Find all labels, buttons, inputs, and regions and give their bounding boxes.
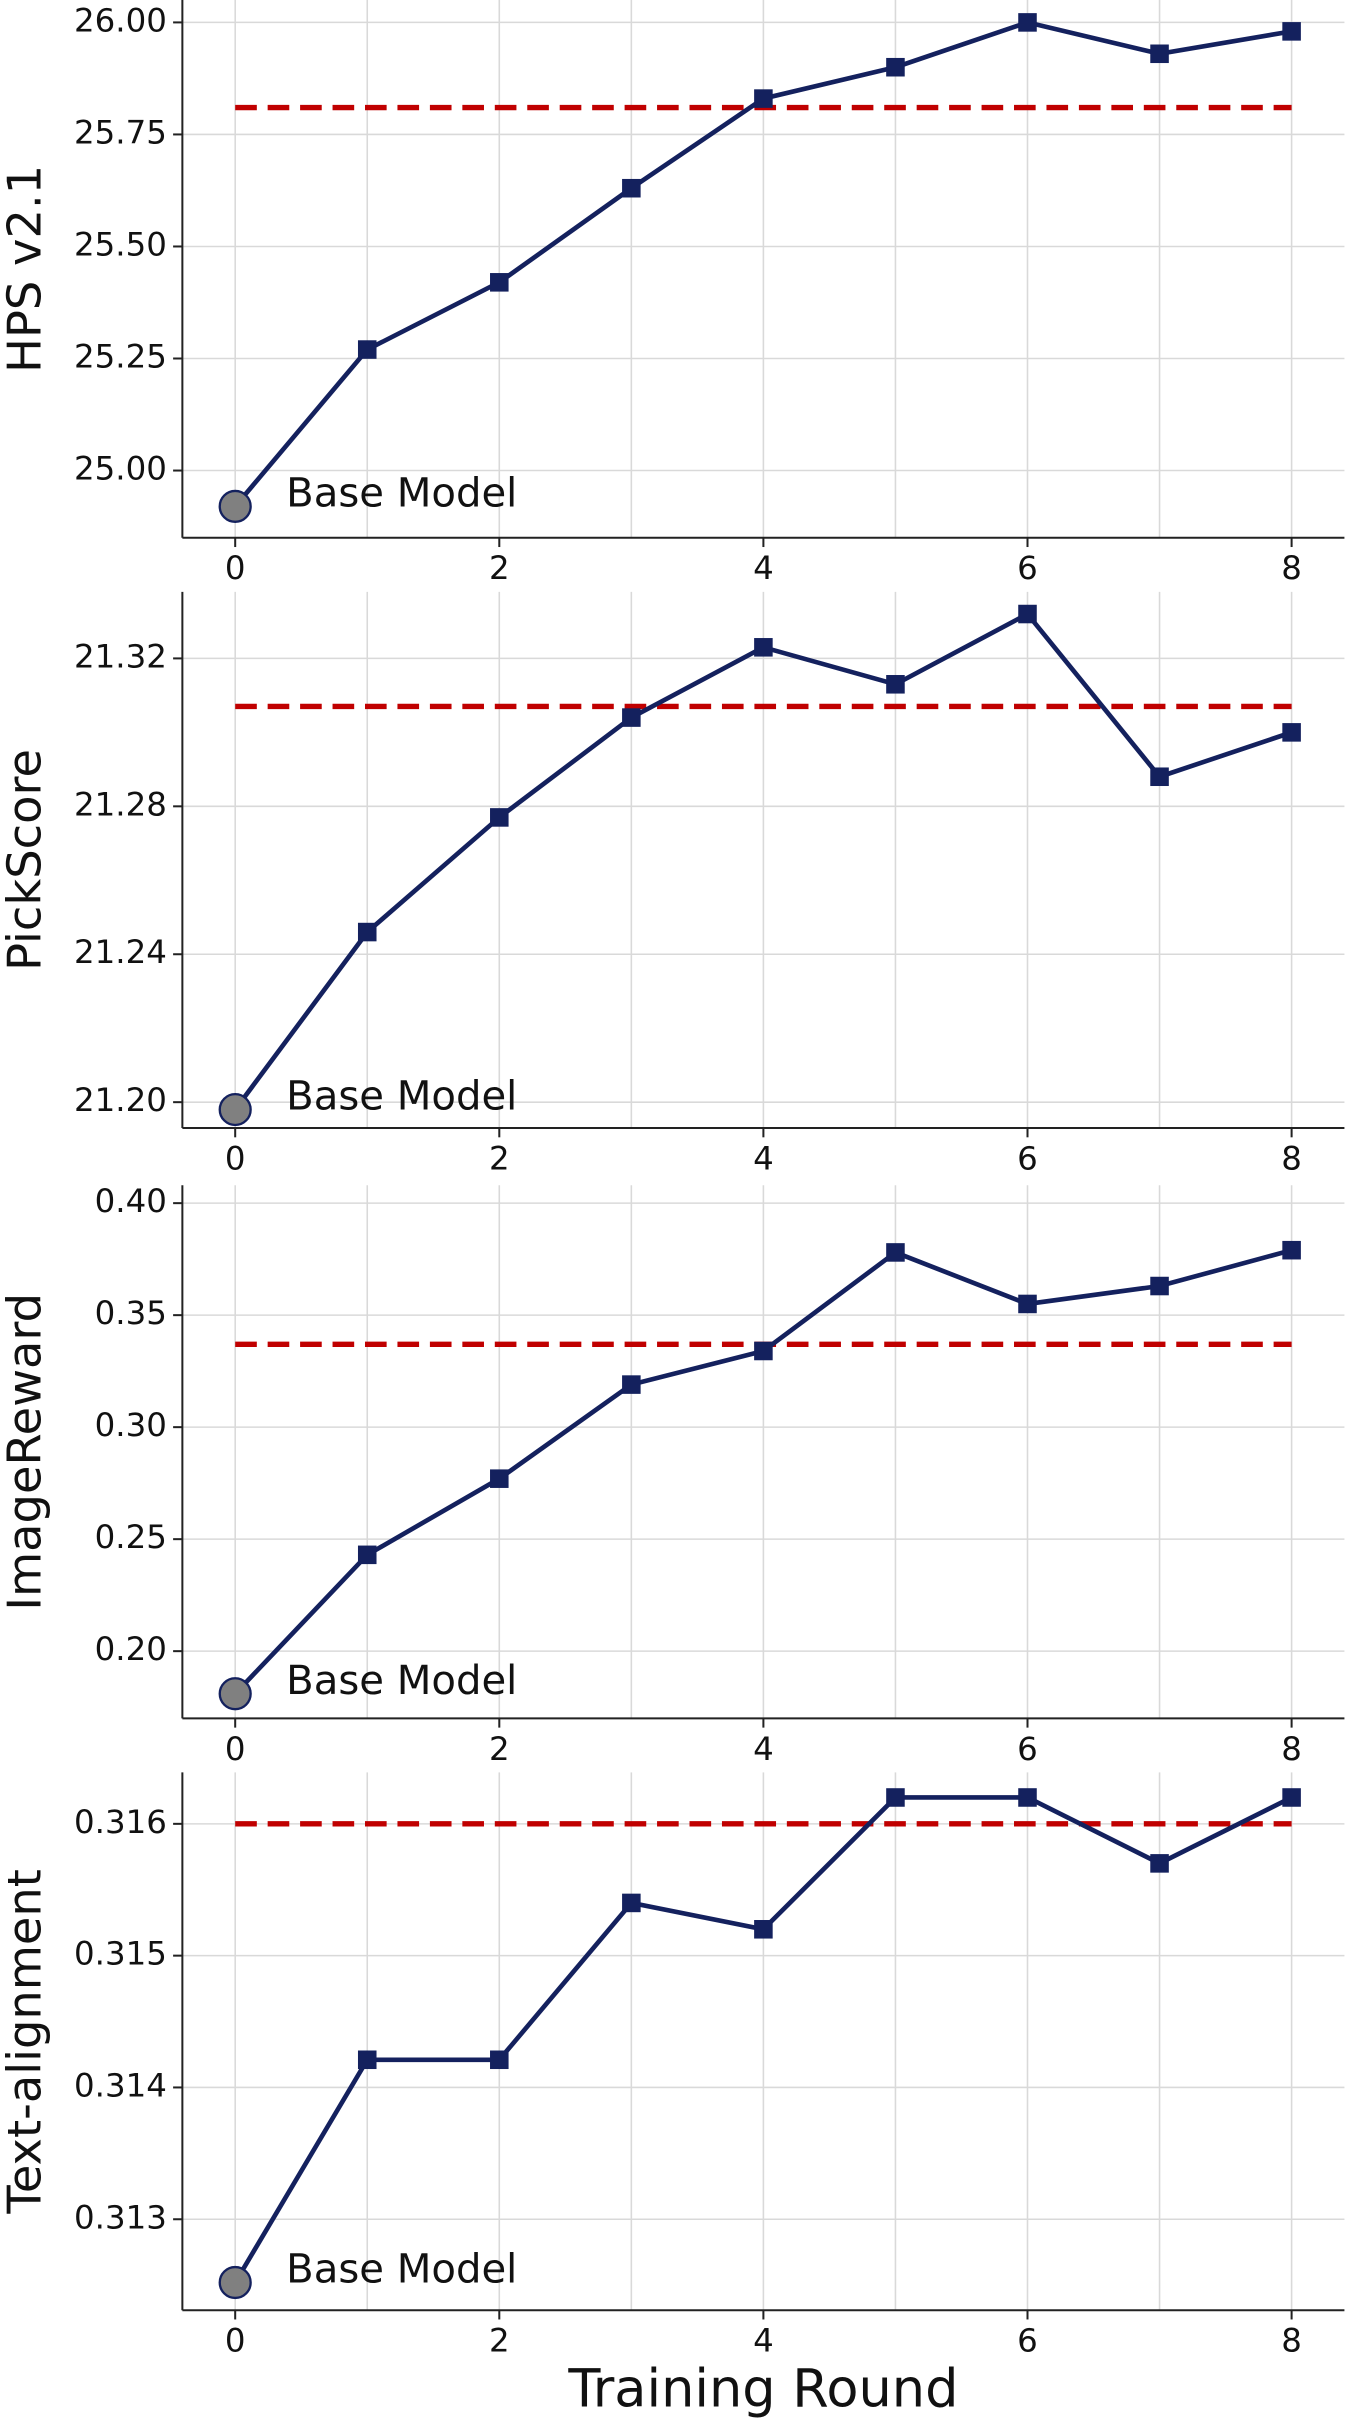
y-tick-label: 0.40 xyxy=(95,1182,167,1220)
x-tick-label: 2 xyxy=(489,549,510,587)
y-tick-label: 0.30 xyxy=(95,1406,167,1444)
annotation: Base Model xyxy=(286,471,517,517)
x-tick-label: 2 xyxy=(489,1140,510,1178)
y-tick-label: 25.25 xyxy=(74,338,167,376)
marker xyxy=(1150,767,1169,787)
marker xyxy=(490,808,509,827)
marker xyxy=(1282,1788,1301,1807)
panel: 0.20 0.25 0.30 0.35 0.40 0 2 4 6 8 ImageReward Base… xyxy=(0,1182,1345,1768)
x-tick-label: 0 xyxy=(225,2322,246,2360)
y-axis-label: PickScore xyxy=(0,749,51,971)
marker xyxy=(1150,44,1169,64)
marker xyxy=(754,1920,773,1939)
x-tick-label: 6 xyxy=(1017,549,1038,587)
x-tick-label: 8 xyxy=(1281,1730,1302,1768)
marker xyxy=(490,2050,509,2070)
y-tick-label: 0.313 xyxy=(74,2198,167,2236)
x-tick-label: 0 xyxy=(225,1730,246,1768)
annotation: Base Model xyxy=(286,1074,517,1120)
y-tick-label: 0.20 xyxy=(95,1630,167,1668)
base-marker xyxy=(218,2265,252,2300)
marker xyxy=(754,1341,773,1361)
marker xyxy=(357,1545,377,1565)
y-tick-label: 0.25 xyxy=(95,1518,167,1556)
x-axis-label: Training Round xyxy=(567,2359,958,2420)
annotation: Base Model xyxy=(286,1658,517,1704)
x-tick-label: 6 xyxy=(1017,1730,1038,1768)
panel: 25.00 25.25 25.50 25.75 26.00 0 2 4 6 8 HPS v2.1 Ba… xyxy=(0,0,1345,587)
marker xyxy=(1150,1276,1169,1296)
base-marker xyxy=(218,489,252,524)
panel: 21.20 21.24 21.28 21.32 0 2 4 6 8 PickScore Base M… xyxy=(0,591,1345,1178)
y-tick-label: 0.315 xyxy=(74,1935,167,1973)
y-axis-label: HPS v2.1 xyxy=(0,165,51,373)
y-tick-label: 21.28 xyxy=(74,785,167,823)
x-tick-label: 4 xyxy=(753,1140,774,1178)
panel: 0.313 0.314 0.315 0.316 0 2 4 6 8 Text-alignment T… xyxy=(0,1772,1345,2420)
marker xyxy=(886,1243,905,1262)
marker xyxy=(622,708,641,727)
x-tick-label: 8 xyxy=(1281,1140,1302,1178)
marker xyxy=(357,340,377,359)
marker xyxy=(622,178,641,198)
x-tick-label: 6 xyxy=(1017,2322,1038,2360)
marker xyxy=(1018,13,1037,32)
marker xyxy=(490,273,509,292)
marker xyxy=(886,675,905,694)
y-tick-label: 0.35 xyxy=(95,1294,167,1332)
y-axis-label: Text-alignment xyxy=(0,1869,51,2215)
x-tick-label: 4 xyxy=(753,2322,774,2360)
y-axis-label: ImageReward xyxy=(0,1293,51,1611)
x-tick-label: 4 xyxy=(753,1730,774,1768)
x-tick-label: 2 xyxy=(489,1730,510,1768)
marker xyxy=(622,1893,641,1913)
marker xyxy=(490,1469,509,1488)
marker xyxy=(1150,1854,1169,1873)
marker xyxy=(886,1788,905,1807)
x-tick-label: 0 xyxy=(225,1140,246,1178)
marker xyxy=(886,57,905,77)
marker xyxy=(1018,1294,1037,1314)
x-tick-label: 4 xyxy=(753,549,774,587)
y-tick-label: 0.316 xyxy=(74,1803,167,1841)
marker xyxy=(754,89,773,108)
marker xyxy=(1018,1788,1037,1807)
annotation: Base Model xyxy=(286,2247,517,2293)
y-tick-label: 21.24 xyxy=(74,933,167,971)
y-tick-label: 21.20 xyxy=(74,1081,167,1119)
y-tick-label: 25.00 xyxy=(74,450,167,488)
marker xyxy=(754,638,773,657)
y-tick-label: 26.00 xyxy=(74,1,167,39)
marker xyxy=(357,922,377,942)
base-marker xyxy=(218,1677,252,1711)
y-tick-label: 25.50 xyxy=(74,225,167,263)
y-tick-label: 0.314 xyxy=(74,2066,167,2104)
marker xyxy=(622,1375,641,1394)
base-marker xyxy=(218,1092,252,1127)
x-tick-label: 0 xyxy=(225,549,246,587)
x-tick-label: 8 xyxy=(1281,2322,1302,2360)
x-tick-label: 2 xyxy=(489,2322,510,2360)
marker xyxy=(1282,723,1301,742)
y-tick-label: 25.75 xyxy=(74,113,167,151)
x-tick-label: 8 xyxy=(1281,549,1302,587)
marker xyxy=(1282,1240,1301,1260)
y-tick-label: 21.32 xyxy=(74,637,167,675)
marker xyxy=(1282,22,1301,41)
x-tick-label: 6 xyxy=(1017,1140,1038,1178)
marker xyxy=(1018,604,1037,624)
marker xyxy=(357,2050,377,2070)
